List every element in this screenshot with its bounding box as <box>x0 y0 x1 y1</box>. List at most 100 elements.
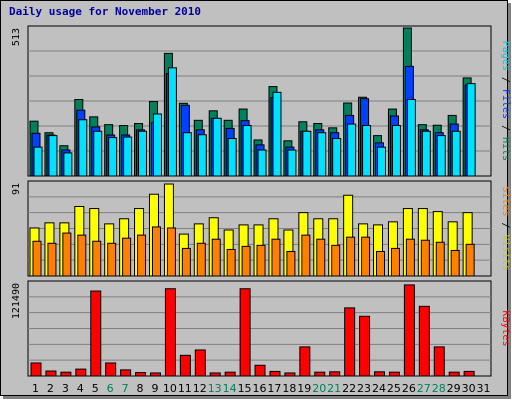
pages-bar-23 <box>362 125 372 177</box>
x-tick-label-24: 24 <box>372 382 386 395</box>
kbytes-bar-7 <box>120 369 132 377</box>
sites-bar-4 <box>77 234 87 277</box>
kbytes-bar-3 <box>60 371 72 377</box>
chart-title: Daily usage for November 2010 <box>9 5 202 18</box>
x-tick-label-30: 30 <box>462 382 476 395</box>
sites-bar-6 <box>107 242 117 277</box>
sites-bar-11 <box>181 247 191 277</box>
legend-middle: Sites / Visits <box>500 186 511 270</box>
pages-bar-3 <box>63 152 73 177</box>
kbytes-bar-6 <box>105 362 117 377</box>
kbytes-bar-22 <box>344 307 356 377</box>
pages-bar-8 <box>138 130 148 177</box>
pages-bar-15 <box>242 125 252 177</box>
sites-bar-3 <box>62 232 72 277</box>
pages-bar-4 <box>78 119 88 177</box>
pages-bar-2 <box>48 135 58 177</box>
pages-bar-18 <box>287 149 297 177</box>
pages-bar-22 <box>347 123 357 177</box>
y-max-label-2: 121490 <box>11 283 22 319</box>
x-tick-label-31: 31 <box>477 382 491 395</box>
x-tick-label-27: 27 <box>417 382 431 395</box>
x-tick-label-2: 2 <box>47 382 54 395</box>
x-tick-label-16: 16 <box>253 382 267 395</box>
x-tick-label-18: 18 <box>282 382 296 395</box>
kbytes-bar-17 <box>269 370 281 377</box>
kbytes-bar-5 <box>90 290 102 377</box>
pages-bar-21 <box>332 137 342 177</box>
kbytes-bar-23 <box>359 315 371 377</box>
pages-bar-5 <box>93 130 103 177</box>
pages-bar-14 <box>227 137 237 177</box>
sites-bar-10 <box>166 227 176 277</box>
sites-bar-7 <box>122 237 132 277</box>
legend-top: Pages / Files / Hits <box>500 41 511 161</box>
sites-bar-17 <box>271 238 281 277</box>
sites-bar-5 <box>92 240 102 277</box>
x-tick-label-5: 5 <box>92 382 99 395</box>
kbytes-bar-16 <box>254 364 266 377</box>
x-tick-label-21: 21 <box>327 382 341 395</box>
legend-item: Pages <box>500 41 511 71</box>
x-tick-label-25: 25 <box>387 382 401 395</box>
sites-bar-27 <box>420 239 430 277</box>
kbytes-bar-18 <box>284 372 296 377</box>
sites-bar-23 <box>361 236 371 277</box>
kbytes-bar-9 <box>149 372 161 377</box>
sites-bar-24 <box>376 250 386 277</box>
legend-item: Hits <box>500 137 511 161</box>
x-tick-label-9: 9 <box>151 382 158 395</box>
kbytes-bar-8 <box>135 372 147 377</box>
pages-bar-28 <box>436 135 446 177</box>
kbytes-bar-29 <box>448 371 460 377</box>
sites-bar-25 <box>390 247 400 277</box>
sites-bar-19 <box>301 234 311 277</box>
x-tick-label-10: 10 <box>163 382 177 395</box>
x-tick-label-28: 28 <box>432 382 446 395</box>
kbytes-bar-10 <box>164 288 176 377</box>
sites-bar-2 <box>47 242 57 277</box>
sites-bar-9 <box>151 226 161 277</box>
kbytes-bar-30 <box>463 370 475 377</box>
kbytes-bar-24 <box>374 371 386 377</box>
x-tick-label-11: 11 <box>178 382 192 395</box>
x-tick-label-12: 12 <box>193 382 207 395</box>
kbytes-bar-12 <box>194 349 206 377</box>
pages-bar-27 <box>421 130 431 177</box>
sites-bar-29 <box>450 249 460 277</box>
legend-item: Visits <box>500 235 511 271</box>
x-tick-label-26: 26 <box>402 382 416 395</box>
x-tick-label-19: 19 <box>297 382 311 395</box>
legend-item: Sites <box>500 186 511 216</box>
kbytes-bar-2 <box>45 370 57 377</box>
pages-bar-24 <box>377 146 387 177</box>
pages-bar-7 <box>123 136 133 177</box>
sites-bar-12 <box>196 242 206 277</box>
kbytes-bar-28 <box>433 346 445 377</box>
sites-bar-21 <box>331 244 341 277</box>
kbytes-bar-20 <box>314 371 326 377</box>
x-tick-label-1: 1 <box>32 382 39 395</box>
y-max-label-1: 91 <box>11 183 22 195</box>
pages-bar-26 <box>406 99 416 177</box>
kbytes-bar-4 <box>75 368 87 377</box>
pages-bar-19 <box>302 130 312 177</box>
x-tick-label-6: 6 <box>107 382 114 395</box>
legend-item: Files <box>500 89 511 119</box>
legend-item: KBytes <box>500 310 511 346</box>
sites-bar-8 <box>137 234 147 277</box>
kbytes-bar-1 <box>30 362 42 377</box>
kbytes-bar-13 <box>209 372 221 377</box>
kbytes-bar-26 <box>403 284 415 377</box>
sites-bar-14 <box>226 248 236 277</box>
kbytes-bar-27 <box>418 305 430 377</box>
pages-bar-12 <box>197 134 207 177</box>
x-tick-label-22: 22 <box>342 382 356 395</box>
sites-bar-26 <box>405 238 415 277</box>
x-tick-label-13: 13 <box>208 382 222 395</box>
kbytes-bar-25 <box>388 371 400 377</box>
sites-bar-13 <box>211 238 221 277</box>
x-tick-label-4: 4 <box>77 382 84 395</box>
x-tick-label-8: 8 <box>137 382 144 395</box>
